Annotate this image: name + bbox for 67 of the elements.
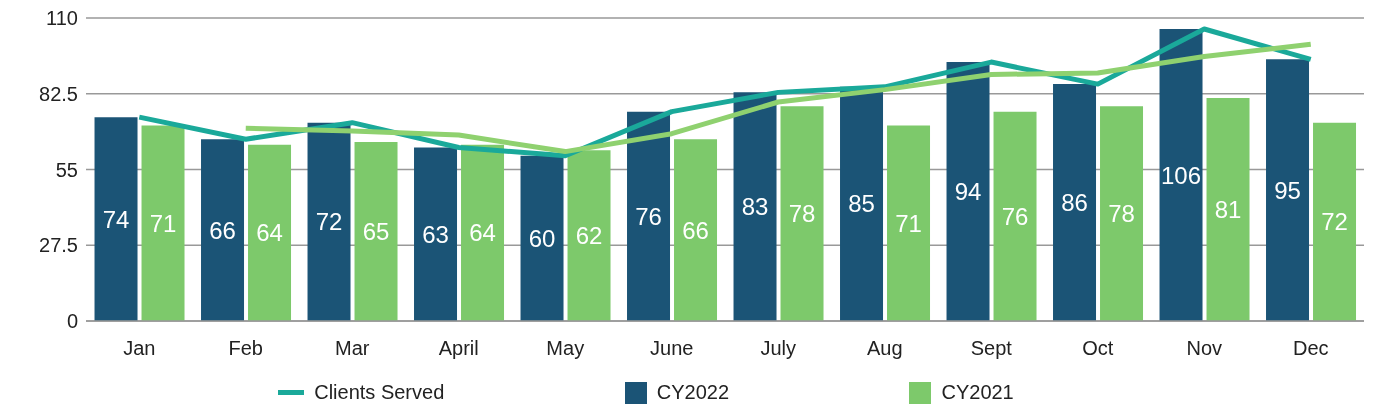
bar <box>946 62 990 321</box>
y-tick-label: 27.5 <box>39 234 78 257</box>
x-tick-label: Nov <box>1186 337 1223 360</box>
bar <box>567 150 611 321</box>
x-tick-label: Oct <box>1082 337 1114 360</box>
data-label: 71 <box>149 209 177 237</box>
data-label: 76 <box>1001 202 1029 230</box>
bar <box>307 122 351 321</box>
data-label: 65 <box>362 217 390 245</box>
bar <box>248 144 292 321</box>
data-label: 62 <box>575 222 603 250</box>
bar <box>520 155 564 321</box>
y-tick-label: 0 <box>66 310 78 333</box>
data-label: 74 <box>102 205 130 233</box>
x-tick-label: June <box>650 337 694 360</box>
x-tick-label: Dec <box>1292 337 1329 360</box>
data-label: 106 <box>1161 161 1202 189</box>
data-label: 78 <box>1108 200 1135 228</box>
bar <box>461 144 505 321</box>
x-tick-label: Jan <box>123 337 156 360</box>
bar <box>993 111 1037 321</box>
data-label: 64 <box>469 219 496 247</box>
y-tick-label: 82.5 <box>39 82 78 105</box>
x-tick-label: May <box>546 337 585 360</box>
data-label: 66 <box>682 216 709 244</box>
bar <box>887 125 931 321</box>
x-tick-label: Aug <box>866 337 903 360</box>
bar <box>354 141 398 321</box>
data-label: 72 <box>1321 208 1348 236</box>
data-label: 83 <box>741 193 769 221</box>
y-tick-label: 55 <box>55 158 78 181</box>
data-label: 78 <box>788 200 816 228</box>
bar <box>94 117 138 321</box>
data-label: 63 <box>422 220 449 248</box>
x-tick-label: Mar <box>335 337 370 360</box>
legend-label: CY2022 <box>656 381 730 404</box>
x-tick-label: April <box>438 337 479 360</box>
bar <box>1206 97 1250 321</box>
bar <box>201 139 245 321</box>
y-tick-label: 110 <box>46 7 78 30</box>
bar <box>141 125 185 321</box>
x-tick-label: July <box>760 337 797 360</box>
data-label: 81 <box>1214 195 1242 223</box>
bar <box>1159 29 1203 321</box>
data-label: 86 <box>1061 189 1088 217</box>
data-label: 60 <box>528 224 556 252</box>
bar <box>1053 84 1097 321</box>
data-label: 76 <box>635 202 662 230</box>
x-tick-label: Sept <box>970 337 1013 360</box>
x-tick-label: Feb <box>228 337 263 360</box>
bar <box>627 111 671 321</box>
bar <box>674 139 718 321</box>
bar <box>1100 106 1144 321</box>
data-label: 66 <box>209 216 236 244</box>
data-label: 95 <box>1274 176 1301 204</box>
legend-label: Clients Served <box>314 381 445 404</box>
bar <box>780 106 824 321</box>
bar <box>733 92 777 321</box>
data-label: 64 <box>256 219 283 247</box>
data-label: 94 <box>954 178 982 206</box>
bar <box>414 147 458 321</box>
data-label: 71 <box>895 209 922 237</box>
data-label: 85 <box>848 190 875 218</box>
bar <box>1313 122 1357 321</box>
legend-label: CY2021 <box>941 381 1014 404</box>
bar <box>1266 59 1310 321</box>
data-label: 72 <box>315 208 343 236</box>
